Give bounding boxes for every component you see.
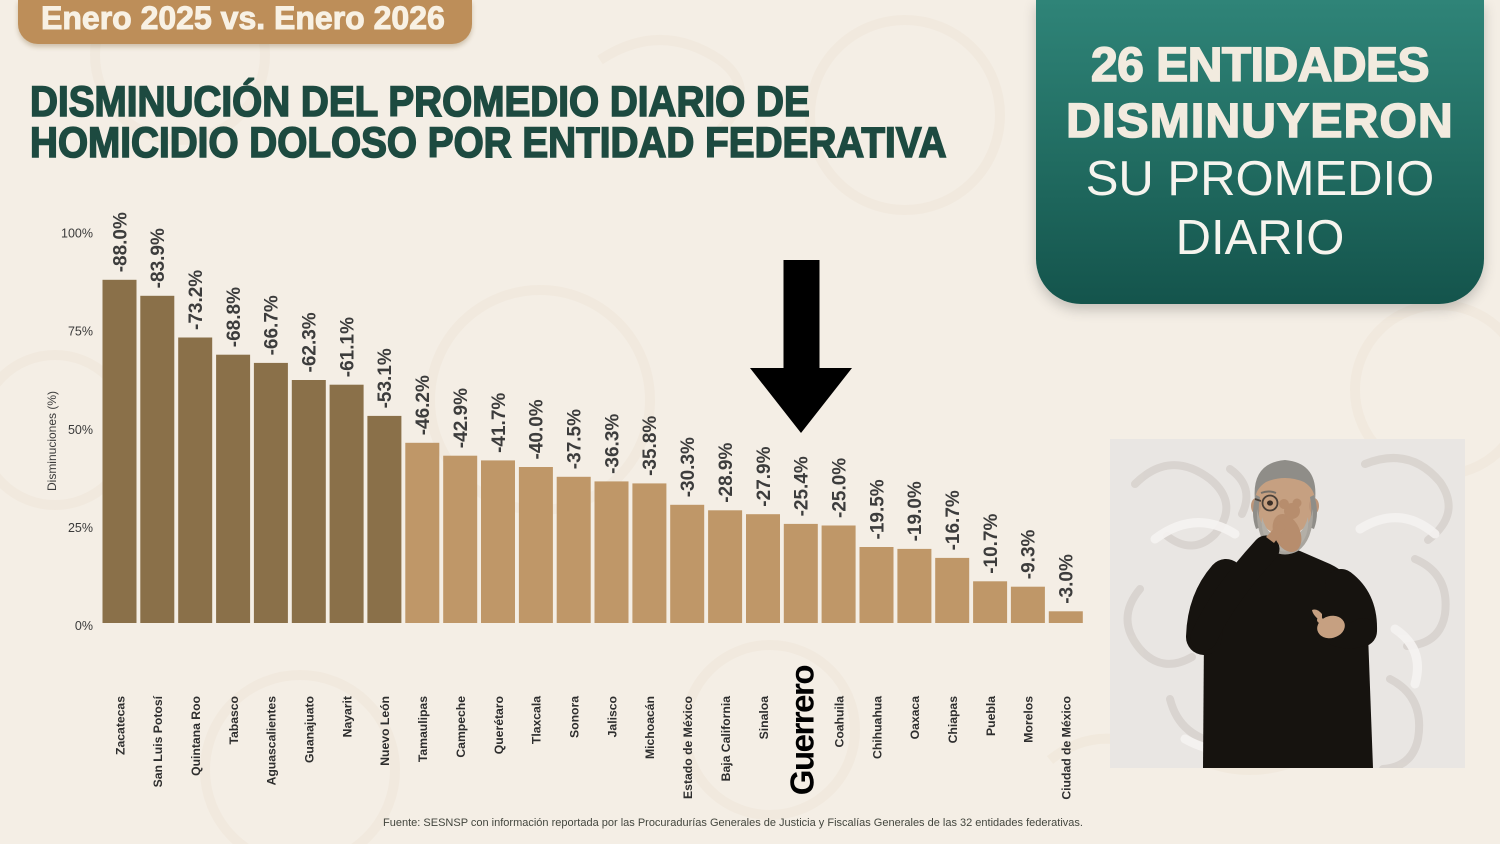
svg-text:-35.8%: -35.8% <box>640 416 661 476</box>
svg-text:Aguascalientes: Aguascalientes <box>265 696 279 786</box>
svg-text:San Luis Potosí: San Luis Potosí <box>151 695 165 787</box>
svg-text:-9.3%: -9.3% <box>1019 529 1040 579</box>
svg-text:50%: 50% <box>68 423 93 437</box>
svg-text:Michoacán: Michoacán <box>643 696 657 759</box>
svg-text:Tabasco: Tabasco <box>227 696 241 745</box>
svg-text:-36.3%: -36.3% <box>602 414 623 474</box>
svg-text:75%: 75% <box>68 325 93 339</box>
svg-text:Nuevo León: Nuevo León <box>378 696 392 766</box>
svg-text:-28.9%: -28.9% <box>716 442 737 502</box>
svg-text:-46.2%: -46.2% <box>413 375 434 435</box>
svg-text:-62.3%: -62.3% <box>300 312 321 372</box>
svg-text:Zacatecas: Zacatecas <box>113 696 127 755</box>
svg-text:Campeche: Campeche <box>454 696 468 758</box>
svg-text:-61.1%: -61.1% <box>337 317 358 377</box>
svg-text:-3.0%: -3.0% <box>1057 554 1078 604</box>
svg-text:-53.1%: -53.1% <box>375 348 396 408</box>
svg-text:Sinaloa: Sinaloa <box>757 696 771 740</box>
svg-text:Ciudad de México: Ciudad de México <box>1060 696 1074 800</box>
svg-text:Jalisco: Jalisco <box>605 696 619 737</box>
svg-text:-30.3%: -30.3% <box>678 437 699 497</box>
svg-text:Nayarit: Nayarit <box>340 696 354 737</box>
svg-text:Quintana Roo: Quintana Roo <box>189 696 203 776</box>
svg-text:-19.0%: -19.0% <box>905 481 926 541</box>
svg-text:Estado de México: Estado de México <box>681 696 695 799</box>
svg-text:Chihuahua: Chihuahua <box>870 696 884 759</box>
svg-text:Baja California: Baja California <box>719 696 733 782</box>
svg-text:-27.9%: -27.9% <box>754 446 775 506</box>
svg-text:25%: 25% <box>68 521 93 535</box>
svg-text:-66.7%: -66.7% <box>262 295 283 355</box>
svg-text:Tamaulipas: Tamaulipas <box>416 696 430 762</box>
svg-text:-19.5%: -19.5% <box>867 479 888 539</box>
svg-text:Oaxaca: Oaxaca <box>908 696 922 740</box>
svg-text:Coahuila: Coahuila <box>832 696 846 748</box>
svg-text:Guanajuato: Guanajuato <box>303 696 317 763</box>
svg-text:-25.4%: -25.4% <box>792 456 813 516</box>
svg-text:-88.0%: -88.0% <box>110 212 131 272</box>
svg-text:-73.2%: -73.2% <box>186 270 207 330</box>
svg-text:Tlaxcala: Tlaxcala <box>530 696 544 744</box>
svg-text:0%: 0% <box>75 619 93 633</box>
svg-text:-37.5%: -37.5% <box>565 409 586 469</box>
svg-text:-16.7%: -16.7% <box>943 490 964 550</box>
svg-text:-83.9%: -83.9% <box>148 228 169 288</box>
svg-text:-40.0%: -40.0% <box>527 399 548 459</box>
svg-text:Chiapas: Chiapas <box>946 696 960 744</box>
svg-text:-42.9%: -42.9% <box>451 388 472 448</box>
svg-text:100%: 100% <box>61 227 93 241</box>
svg-text:-68.8%: -68.8% <box>224 287 245 347</box>
svg-text:-10.7%: -10.7% <box>981 513 1002 573</box>
svg-text:Puebla: Puebla <box>984 696 998 736</box>
svg-text:Querétaro: Querétaro <box>492 696 506 754</box>
svg-text:Fuente: SESNSP con información: Fuente: SESNSP con información reportada… <box>383 817 1083 829</box>
svg-text:Morelos: Morelos <box>1022 696 1036 743</box>
svg-text:-25.0%: -25.0% <box>829 458 850 518</box>
svg-text:Guerrero: Guerrero <box>783 666 820 796</box>
svg-text:Disminuciones (%): Disminuciones (%) <box>45 391 59 491</box>
svg-text:-41.7%: -41.7% <box>489 393 510 453</box>
svg-text:Sonora: Sonora <box>568 696 582 738</box>
